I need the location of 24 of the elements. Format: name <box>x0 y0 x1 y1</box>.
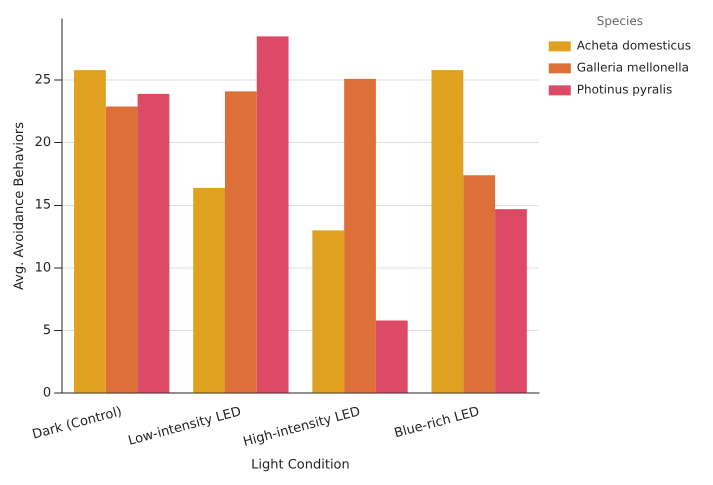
y-tick-label: 15 <box>34 198 52 213</box>
bar <box>463 175 496 393</box>
y-axis-title: Avg. Avoidance Behaviors <box>12 122 28 290</box>
legend-title: Species <box>596 14 643 28</box>
bar <box>193 188 225 393</box>
y-tick-label: 5 <box>42 322 52 338</box>
bar <box>74 70 106 393</box>
bar <box>224 91 257 393</box>
bar <box>344 78 376 393</box>
legend-label: Acheta domesticus <box>576 38 691 53</box>
bar <box>495 209 527 393</box>
y-tick-label: 0 <box>42 386 52 401</box>
y-tick-label: 25 <box>34 72 52 88</box>
bar <box>312 230 344 393</box>
legend-label: Galleria mellonella <box>576 60 689 75</box>
bar <box>138 94 170 393</box>
bar <box>106 106 138 393</box>
bar <box>256 36 289 393</box>
bar <box>432 70 464 393</box>
y-tick-label: 20 <box>34 135 52 150</box>
legend-label: Photinus pyralis <box>576 82 672 97</box>
bar <box>376 320 408 393</box>
y-tick-label: 10 <box>34 260 52 276</box>
x-axis-title: Light Condition <box>251 458 350 473</box>
